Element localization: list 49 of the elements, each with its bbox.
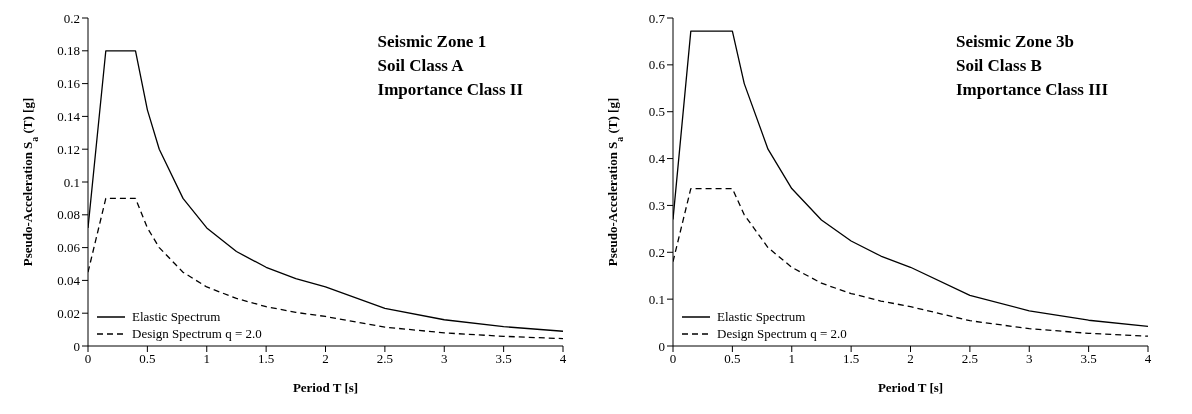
y-tick-label: 0: [658, 338, 665, 354]
x-tick-label: 1: [203, 351, 210, 367]
y-tick-label: 0.02: [57, 305, 80, 321]
x-tick-label: 0.5: [139, 351, 156, 367]
y-tick-label: 0.18: [57, 43, 80, 59]
x-tick-label: 3: [441, 351, 448, 367]
annotation: Seismic Zone 3b: [955, 31, 1075, 53]
x-axis-title: Period T [s]: [877, 380, 944, 395]
x-tick-label: 4: [559, 351, 567, 367]
y-tick-label: 0.3: [648, 198, 665, 214]
x-tick-label: 0: [84, 351, 92, 367]
annotation: Importance Class II: [377, 79, 523, 101]
y-tick-label: 0.2: [648, 244, 665, 260]
y-tick-label: 0.1: [648, 291, 665, 307]
y-tick-label: 0.5: [648, 104, 665, 120]
y-tick-label: 0.1: [63, 174, 80, 190]
x-tick-label: 2.5: [961, 351, 978, 367]
y-tick-label: 0.6: [648, 57, 666, 73]
annotation: Soil Class A: [377, 55, 465, 77]
y-tick-label: 0.4: [648, 151, 666, 167]
x-axis-title: Period T [s]: [292, 380, 359, 395]
y-tick-label: 0.06: [57, 240, 81, 256]
y-tick-label: 0.04: [57, 273, 81, 289]
y-tick-label: 0.14: [57, 109, 81, 125]
annotation: Importance Class III: [955, 79, 1108, 101]
x-tick-label: 2: [322, 351, 329, 367]
x-tick-label: 4: [1144, 351, 1152, 367]
y-tick-label: 0.2: [63, 10, 80, 26]
y-tick-label: 0.7: [648, 10, 666, 26]
y-tick-label: 0: [73, 338, 80, 354]
y-tick-label: 0.12: [57, 141, 80, 157]
legend-label: Design Spectrum q = 2.0: [717, 325, 847, 342]
x-tick-label: 1.5: [258, 351, 275, 367]
x-tick-label: 2.5: [376, 351, 393, 367]
x-tick-label: 3.5: [1080, 351, 1097, 367]
y-tick-label: 0.16: [57, 76, 81, 92]
x-tick-label: 3: [1026, 351, 1033, 367]
x-tick-label: 2: [907, 351, 914, 367]
x-tick-label: 1.5: [843, 351, 860, 367]
x-tick-label: 1: [788, 351, 795, 367]
annotation: Seismic Zone 1: [377, 31, 488, 53]
annotation: Soil Class B: [955, 55, 1043, 77]
legend-label: Elastic Spectrum: [132, 308, 221, 325]
legend-label: Design Spectrum q = 2.0: [132, 325, 262, 342]
x-tick-label: 0: [669, 351, 677, 367]
y-tick-label: 0.08: [57, 207, 80, 223]
x-tick-label: 3.5: [495, 351, 512, 367]
legend-label: Elastic Spectrum: [717, 308, 806, 325]
x-tick-label: 0.5: [724, 351, 741, 367]
